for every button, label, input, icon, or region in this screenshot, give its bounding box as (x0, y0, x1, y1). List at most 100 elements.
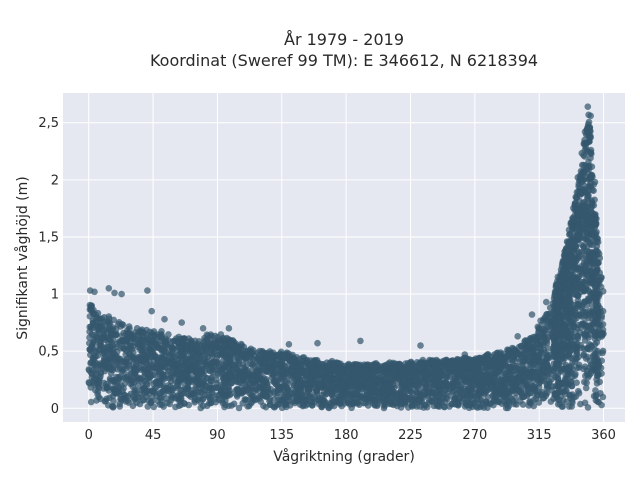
data-point (137, 346, 144, 354)
data-point (212, 384, 220, 391)
data-point (364, 361, 371, 368)
data-point (241, 367, 248, 374)
data-point (204, 375, 211, 382)
data-point (450, 396, 458, 404)
data-point (577, 400, 584, 408)
data-point (113, 390, 121, 397)
data-point (307, 397, 315, 405)
data-point (529, 364, 537, 372)
data-point (146, 370, 153, 378)
data-point (440, 383, 448, 390)
data-point (568, 403, 575, 410)
data-point (416, 403, 424, 410)
data-point (118, 397, 126, 404)
data-point (449, 384, 457, 391)
data-point (213, 358, 221, 366)
data-point (581, 378, 588, 386)
data-point (365, 369, 372, 377)
data-point (184, 385, 192, 393)
data-point (580, 345, 588, 353)
data-point (230, 400, 238, 408)
data-point (219, 387, 226, 395)
data-point (425, 389, 433, 396)
data-point (592, 361, 600, 369)
data-point (346, 390, 354, 398)
data-point (86, 306, 94, 313)
data-point (190, 386, 197, 394)
data-point (293, 395, 301, 403)
data-point (112, 331, 120, 339)
data-point (228, 379, 236, 387)
data-point (428, 398, 435, 405)
data-point (568, 306, 576, 313)
data-point (203, 350, 211, 358)
data-point (164, 349, 172, 357)
data-point (323, 374, 331, 381)
data-point (317, 379, 324, 387)
data-point (550, 334, 557, 341)
data-point (143, 380, 150, 388)
data-point (540, 341, 547, 349)
data-point (294, 383, 301, 390)
data-point (543, 384, 551, 392)
data-point (210, 342, 218, 350)
data-point (564, 287, 571, 295)
data-point (300, 402, 307, 409)
data-point (104, 344, 111, 352)
data-point (477, 382, 484, 390)
data-point (256, 393, 263, 400)
data-point (320, 396, 328, 404)
data-point (157, 359, 164, 367)
data-point (297, 388, 305, 396)
data-point (147, 399, 155, 407)
data-point (234, 355, 242, 362)
data-point (543, 317, 550, 325)
data-point (133, 387, 140, 395)
data-point (392, 393, 400, 400)
data-point (264, 383, 272, 391)
data-points (85, 103, 607, 412)
data-point (402, 373, 409, 381)
data-point (496, 368, 504, 375)
data-point (254, 355, 262, 363)
data-point (586, 307, 593, 315)
data-point (385, 387, 392, 394)
data-point (125, 392, 132, 400)
data-point (103, 384, 111, 392)
data-point (177, 401, 185, 409)
data-point (338, 390, 345, 398)
data-point (108, 403, 116, 410)
data-point (235, 404, 243, 412)
data-point (221, 377, 228, 385)
data-point (382, 372, 389, 380)
data-point (189, 342, 196, 350)
data-point (196, 358, 204, 366)
data-point (270, 403, 278, 411)
data-point (283, 384, 291, 391)
data-point (418, 361, 425, 368)
data-point (164, 399, 171, 407)
data-point (159, 388, 167, 396)
data-point (562, 372, 570, 380)
data-point (591, 258, 599, 265)
data-point (321, 368, 329, 375)
data-point (335, 397, 343, 405)
data-point (198, 382, 206, 390)
data-point (288, 368, 296, 375)
data-point (240, 373, 247, 381)
data-point (143, 326, 150, 334)
data-point (574, 333, 582, 340)
data-point (567, 394, 574, 402)
data-point (155, 376, 163, 383)
data-point (246, 347, 254, 355)
data-point (297, 361, 305, 368)
data-point (113, 360, 121, 368)
data-point (285, 397, 293, 404)
data-point (133, 356, 141, 364)
data-point (502, 404, 510, 412)
data-point (374, 390, 382, 397)
data-point (133, 399, 140, 407)
data-point (336, 366, 344, 373)
data-point (402, 392, 409, 400)
data-point (151, 353, 158, 361)
